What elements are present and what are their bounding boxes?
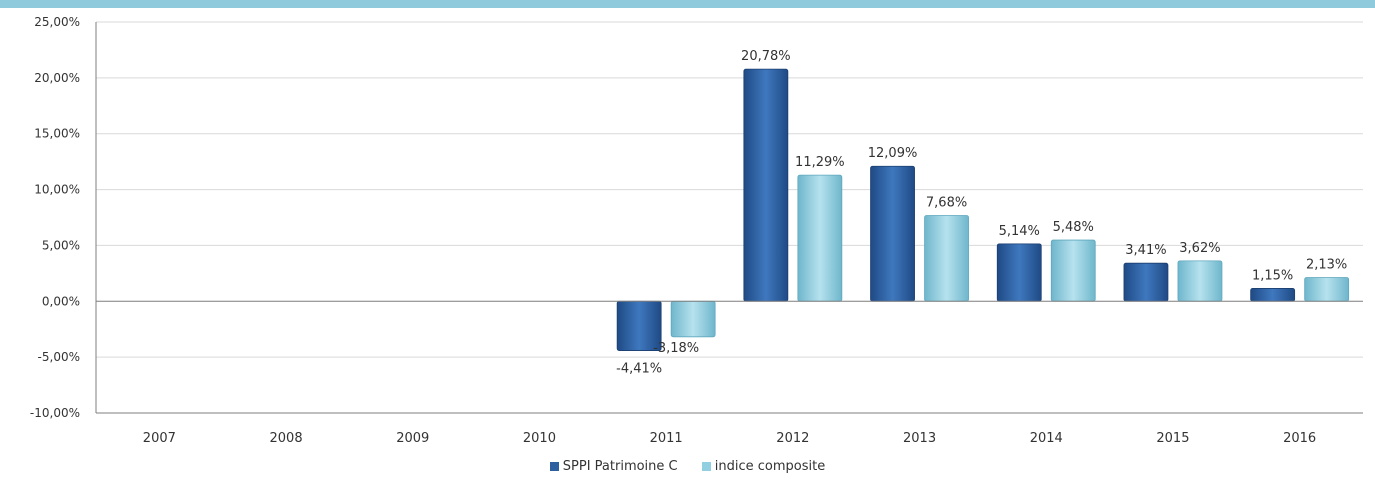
legend-item-indice[interactable]: indice composite xyxy=(701,459,826,474)
legend-swatch-sppi xyxy=(549,462,559,471)
y-tick-label: 15,00% xyxy=(34,127,80,141)
bar-indice xyxy=(1177,260,1223,302)
bar-indice xyxy=(1304,277,1350,302)
x-tick-label: 2010 xyxy=(523,431,556,446)
data-label: 20,78% xyxy=(741,49,791,64)
x-tick-label: 2009 xyxy=(396,431,429,446)
top-band xyxy=(0,0,1375,8)
data-label: 2,13% xyxy=(1306,257,1347,272)
x-tick-label: 2013 xyxy=(903,431,936,446)
x-tick-label: 2011 xyxy=(650,431,683,446)
bar-sppi xyxy=(743,68,789,302)
data-label: 1,15% xyxy=(1252,268,1293,283)
bar-indice xyxy=(670,300,716,338)
bar-sppi xyxy=(1123,262,1169,302)
bar-sppi xyxy=(1250,288,1296,302)
legend-swatch-indice xyxy=(701,462,711,471)
y-tick-label: 25,00% xyxy=(34,15,80,29)
bar-sppi xyxy=(996,243,1042,302)
y-tick-label: 0,00% xyxy=(42,294,80,308)
x-tick-label: 2015 xyxy=(1156,431,1189,446)
x-tick-label: 2008 xyxy=(270,431,303,446)
bar-indice xyxy=(797,174,843,302)
legend: SPPI Patrimoine C indice composite xyxy=(0,459,1375,477)
bar-indice xyxy=(924,215,969,302)
y-tick-label: -5,00% xyxy=(38,350,80,364)
y-tick-label: -10,00% xyxy=(30,406,80,420)
y-tick-label: 5,00% xyxy=(42,238,80,252)
data-label: 12,09% xyxy=(868,146,918,161)
x-tick-label: 2007 xyxy=(143,431,176,446)
x-tick-label: 2012 xyxy=(776,431,809,446)
x-tick-label: 2014 xyxy=(1030,431,1063,446)
data-label: 11,29% xyxy=(795,155,845,170)
legend-label-sppi: SPPI Patrimoine C xyxy=(562,459,678,474)
data-label: -3,18% xyxy=(653,341,699,356)
data-label: 7,68% xyxy=(926,195,967,210)
legend-label-indice: indice composite xyxy=(714,459,826,474)
bar-indice xyxy=(1050,239,1096,302)
x-tick-label: 2016 xyxy=(1283,431,1316,446)
y-tick-label: 10,00% xyxy=(34,183,80,197)
legend-item-sppi[interactable]: SPPI Patrimoine C xyxy=(549,459,678,474)
y-tick-label: 20,00% xyxy=(34,71,80,85)
bar-chart: -10,00% -5,00% 0,00% 5,00% 10,00% 15,00% 20,00… xyxy=(30,15,1363,446)
data-label: 5,14% xyxy=(999,224,1040,239)
data-label: 5,48% xyxy=(1053,220,1094,235)
data-label: 3,62% xyxy=(1179,241,1220,256)
data-label: 3,41% xyxy=(1125,243,1166,258)
bar-sppi xyxy=(870,165,915,302)
data-label: -4,41% xyxy=(616,362,662,377)
